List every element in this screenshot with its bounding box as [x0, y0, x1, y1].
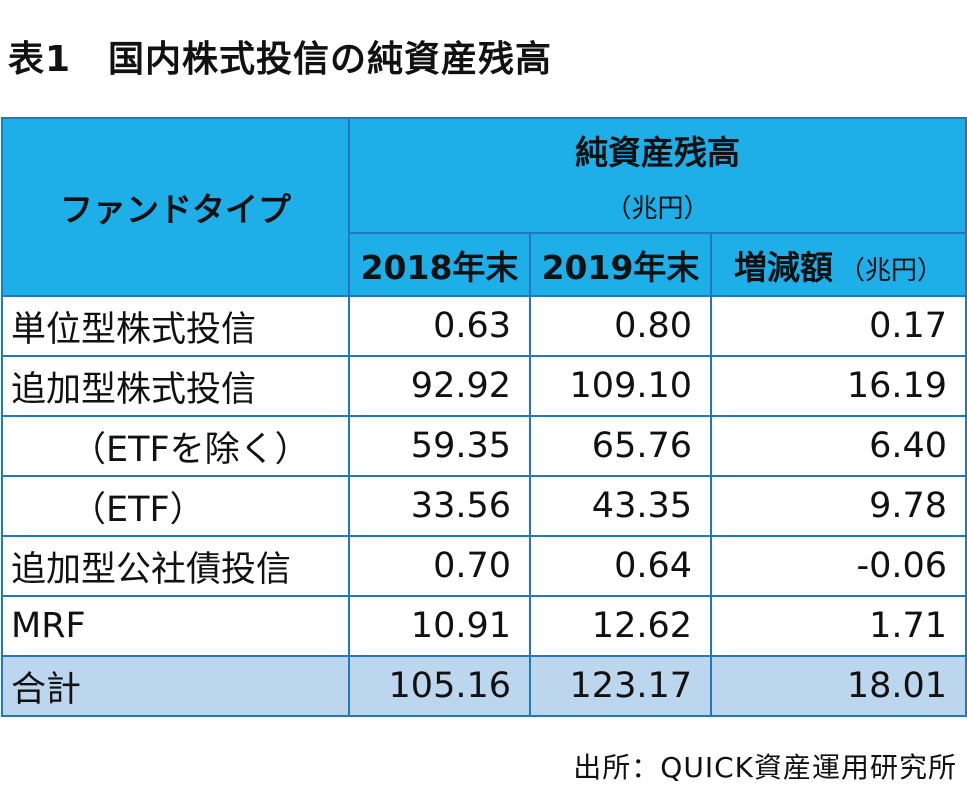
header-change: 増減額 （兆円） — [709, 232, 967, 297]
value-2019: 12.62 — [529, 595, 712, 657]
row-label: （ETF） — [1, 475, 350, 537]
value-change: -0.06 — [709, 535, 967, 597]
table-row: （ETFを除く） 59.35 65.76 6.40 — [1, 415, 967, 477]
value-2018: 92.92 — [348, 355, 531, 417]
value-2019: 123.17 — [529, 655, 712, 717]
value-2018: 105.16 — [348, 655, 531, 717]
value-change: 18.01 — [709, 655, 967, 717]
header-net-assets: 純資産残高 （兆円） — [347, 116, 967, 235]
table-row: 追加型公社債投信 0.70 0.64 -0.06 — [1, 535, 967, 597]
row-label: 追加型公社債投信 — [1, 535, 350, 597]
header-fund-type: ファンドタイプ — [1, 117, 350, 297]
value-2018: 0.70 — [348, 535, 531, 597]
row-label: 合計 — [1, 655, 350, 717]
header-change-label: 増減額 — [734, 247, 833, 287]
value-change: 0.17 — [709, 295, 967, 357]
value-2019: 0.64 — [529, 535, 712, 597]
value-2019: 65.76 — [529, 415, 712, 477]
row-label: 単位型株式投信 — [1, 295, 350, 357]
value-2018: 10.91 — [348, 595, 531, 657]
header-net-assets-label: 純資産残高 — [575, 133, 741, 173]
value-2018: 0.63 — [348, 295, 531, 357]
page-title: 表1 国内株式投信の純資産残高 — [8, 39, 553, 80]
value-change: 1.71 — [709, 595, 967, 657]
value-change: 6.40 — [709, 415, 967, 477]
value-2019: 109.10 — [529, 355, 712, 417]
value-2018: 59.35 — [348, 415, 531, 477]
row-label: MRF — [1, 595, 350, 657]
table-row: （ETF） 33.56 43.35 9.78 — [1, 475, 967, 537]
header-net-assets-unit: （兆円） — [605, 194, 710, 225]
table-row: 追加型株式投信 92.92 109.10 16.19 — [1, 355, 967, 417]
value-change: 9.78 — [709, 475, 967, 537]
row-label: （ETFを除く） — [1, 415, 350, 477]
value-change: 16.19 — [709, 355, 967, 417]
row-label: 追加型株式投信 — [1, 355, 350, 417]
value-2018: 33.56 — [348, 475, 531, 537]
header-change-unit: （兆円） — [839, 255, 944, 286]
value-2019: 0.80 — [529, 295, 712, 357]
net-assets-table: ファンドタイプ 純資産残高 （兆円） 2018年末 2019年末 増減額 （兆円）… — [1, 116, 967, 717]
total-row: 合計 105.16 123.17 18.01 — [1, 655, 967, 717]
source-note: 出所：QUICK資産運用研究所 — [573, 751, 957, 784]
header-2019: 2019年末 — [529, 232, 712, 297]
table-row: 単位型株式投信 0.63 0.80 0.17 — [1, 295, 967, 357]
table-row: MRF 10.91 12.62 1.71 — [1, 595, 967, 657]
header-2018: 2018年末 — [348, 232, 531, 297]
value-2019: 43.35 — [529, 475, 712, 537]
